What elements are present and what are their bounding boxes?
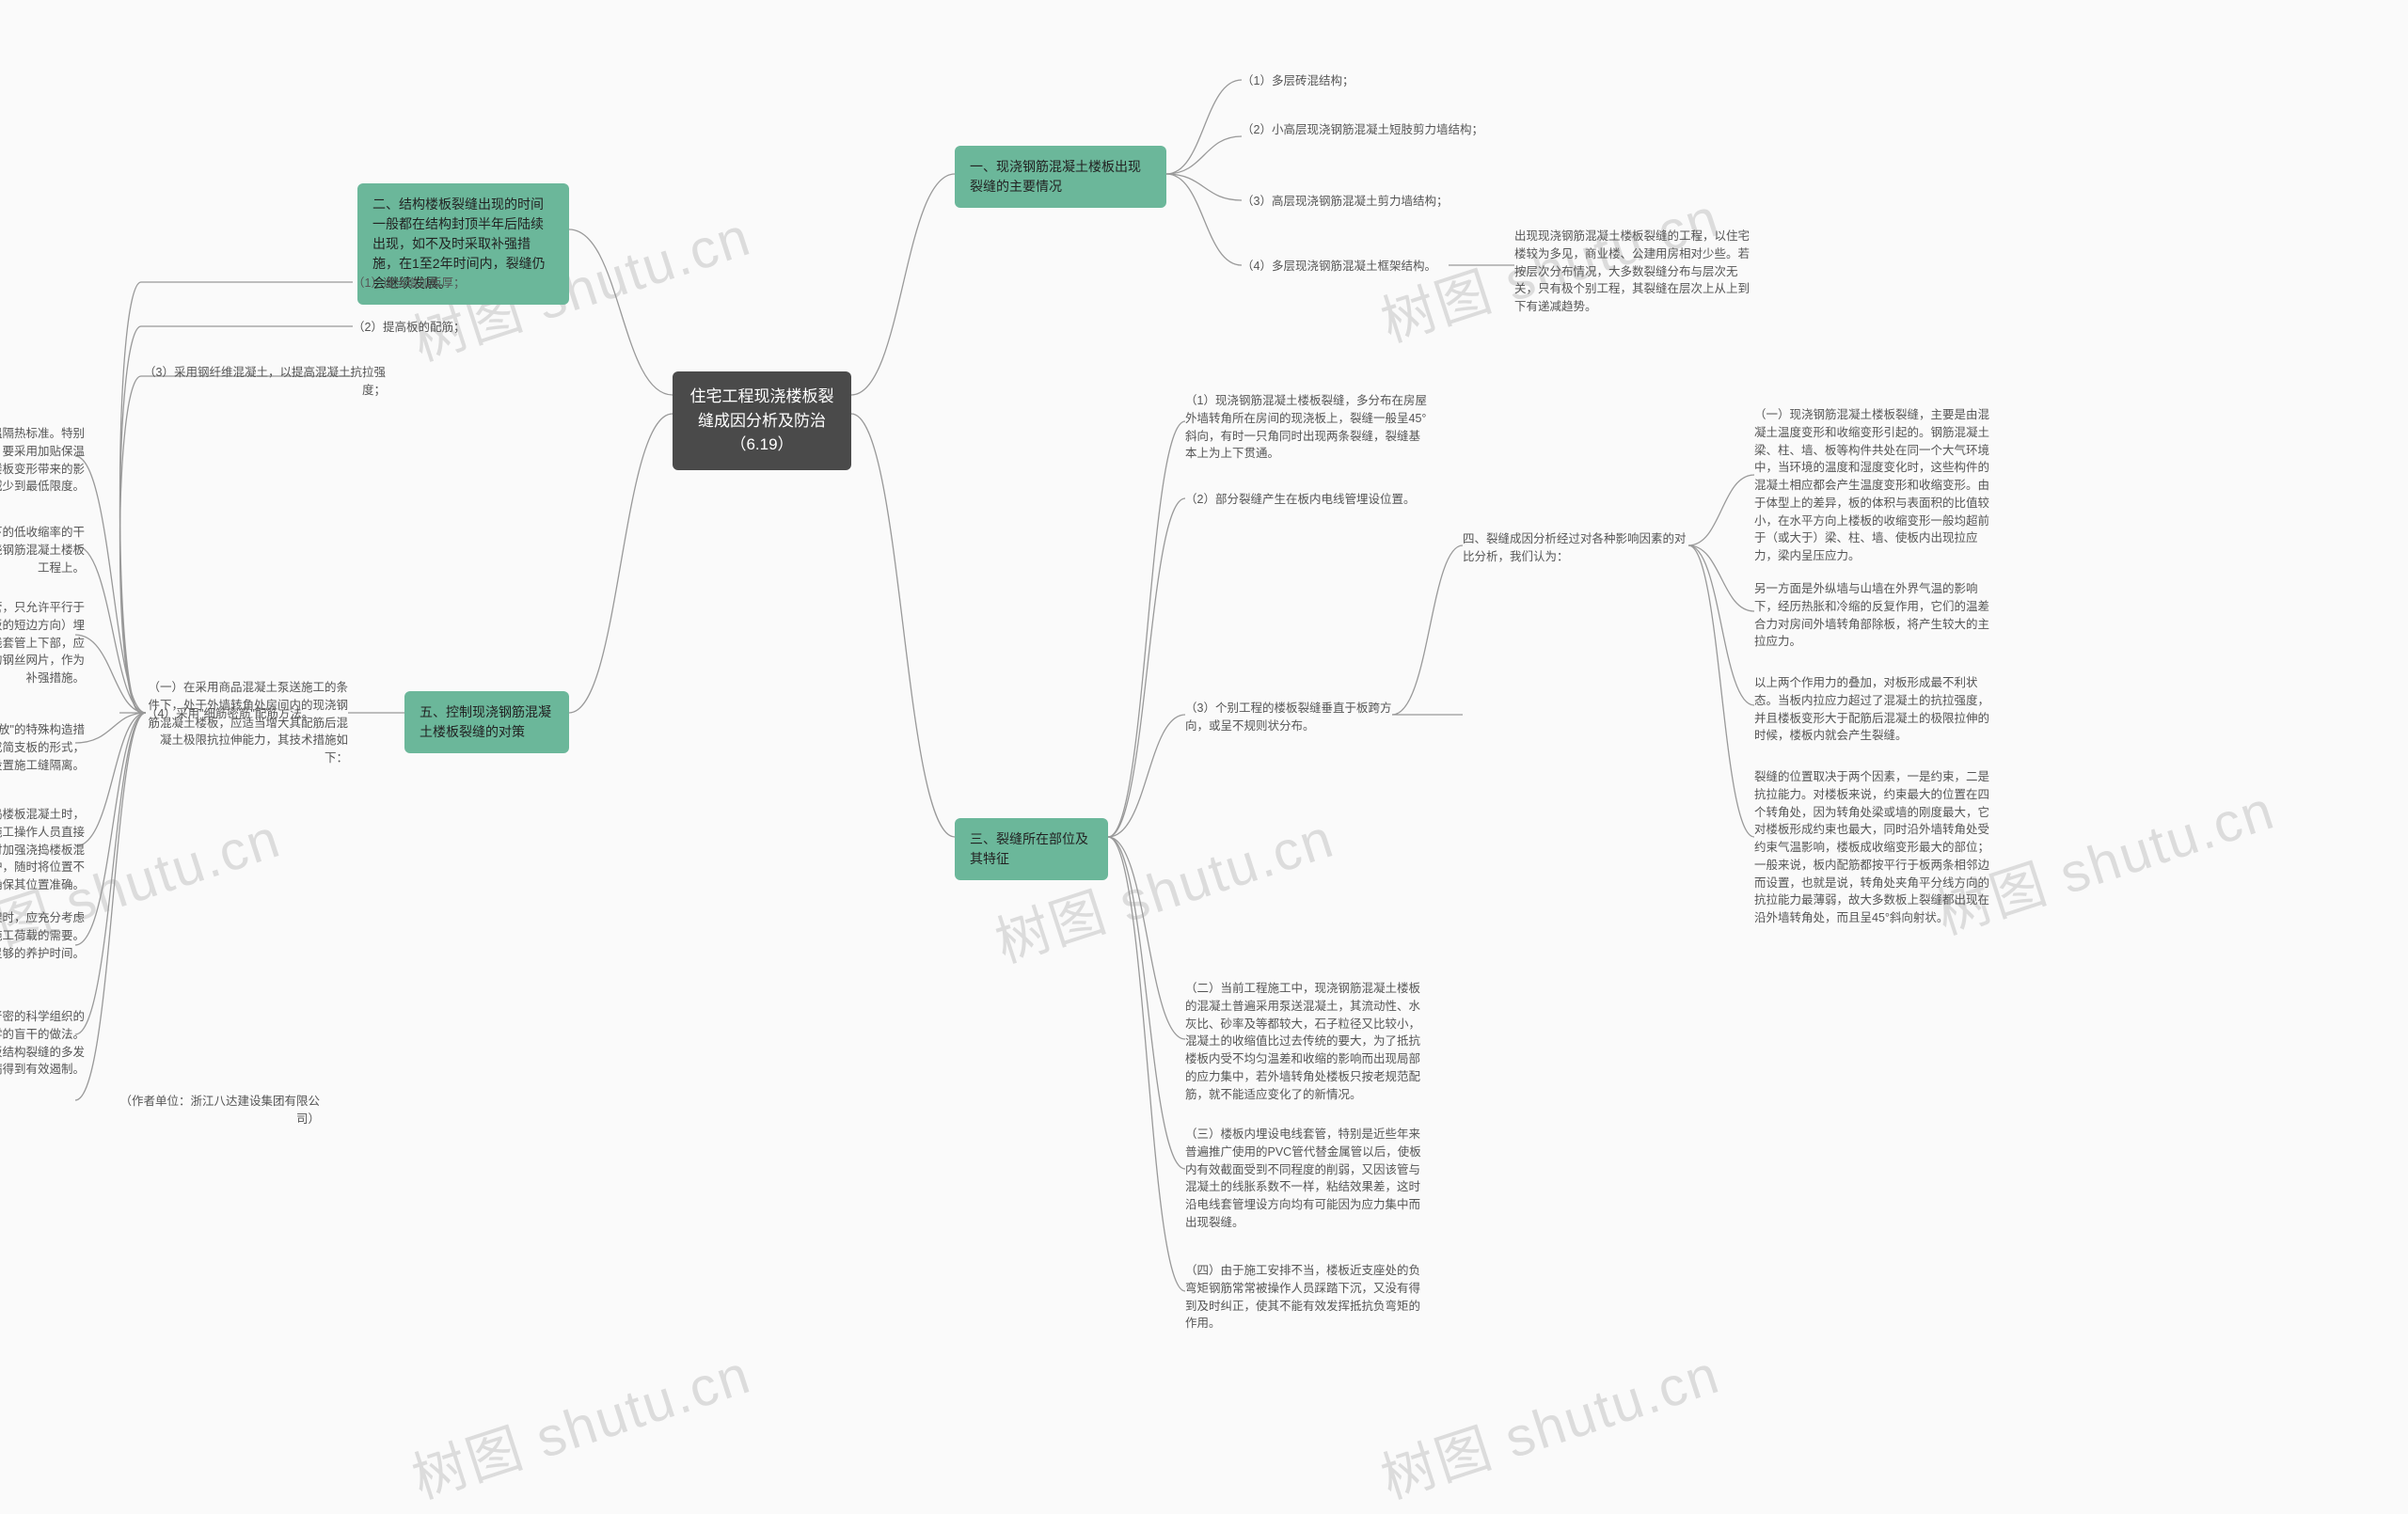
watermark: 树图 shutu.cn [1370,1330,1728,1513]
root-node: 住宅工程现浇楼板裂缝成因分析及防治（6.19） [673,371,851,470]
b3-c4-p2: 另一方面是外纵墙与山墙在外界气温的影响下，经历热胀和冷缩的反复作用，它们的温差合… [1754,578,1999,653]
b5-m4-s1: （二）提高部分外墙的保温隔热标准。特别是对外墙转角处的里墙面，要采用加贴保温隔热… [0,423,85,497]
b5-author: （作者单位：浙江八达建设集团有限公司） [103,1091,320,1130]
b3-c6: （三）楼板内埋设电线套管，特别是近些年来普遍推广使用的PVC管代替金属管以后，使… [1185,1124,1430,1234]
b5-m1: （1）适当增加板厚； [353,273,513,294]
b1-c4: （4）多层现浇钢筋混凝土框架结构。 [1242,256,1449,277]
b5-m2: （2）提高板的配筋； [353,317,513,339]
b1-c1: （1）多层砖混结构； [1242,71,1430,92]
watermark: 树图 shutu.cn [401,1330,759,1513]
b5-m4-s4: （五）有条件的不妨采用"放"的特殊构造措施。例如：可将端跨设计成简支板的形式，即… [0,719,85,776]
b5-m4-s7: （八）施工进度应建立在严密的科学组织的基础上，坚决摒弃违反科学的盲干的做法。只有… [0,1006,85,1080]
b5-m3: （3）采用钢纤维混凝土，以提高混凝土抗拉强度； [141,362,386,402]
branch-5: 五、控制现浇钢筋混凝土楼板裂缝的对策 [404,691,569,753]
b5-m4: （4）采用"细筋密筋"配筋方法。 [146,703,334,725]
b3-c5: （二）当前工程施工中，现浇钢筋混凝土楼板的混凝土普遍采用泵送混凝土，其流动性、水… [1185,978,1430,1105]
b5-m4-s3: （四）楼板内PVC电线套管，只允许平行于楼板受力方向（或双向板的短边方向）埋设；… [0,597,85,689]
b3-c3: （3）个别工程的楼板裂缝垂直于板跨方向，或呈不规则状分布。 [1185,698,1392,737]
b3-c4-intro: 四、裂缝成因分析经过对各种影响因素的对比分析，我们认为： [1463,528,1688,568]
b5-m4-s5: （六）严格施工管理。浇捣楼板混凝土时，必须铺设操作平台，防止施工操作人员直接踩踏… [0,804,85,896]
b1-c4-note: 出现现浇钢筋混凝土楼板裂缝的工程，以住宅楼较为多见，商业楼、公建用房相对少些。若… [1514,226,1754,318]
b5-m4-s6: （七）设计楼板底模及支架时，应充分考虑能够满足承受各种可能的施工荷载的需要。混凝… [0,907,85,964]
b5-m4-s2: （三）研究开发泵送条件下的低收缩率的干硬性混凝土，专门用在现浇钢筋混凝土楼板工程… [0,522,85,578]
b3-c4-p1: （一）现浇钢筋混凝土楼板裂缝，主要是由混凝土温度变形和收缩变形引起的。钢筋混凝土… [1754,404,1999,567]
b3-c4-p3: 以上两个作用力的叠加，对板形成最不利状态。当板内拉应力超过了混凝土的抗拉强度，并… [1754,672,1999,747]
b3-c2: （2）部分裂缝产生在板内电线管埋设位置。 [1185,489,1420,511]
b1-c3: （3）高层现浇钢筋混凝土剪力墙结构； [1242,191,1477,213]
b3-c1: （1）现浇钢筋混凝土楼板裂缝，多分布在房屋外墙转角所在房间的现浇板上，裂缝一般呈… [1185,390,1430,465]
b3-c4-p4: 裂缝的位置取决于两个因素，一是约束，二是抗拉能力。对楼板来说，约束最大的位置在四… [1754,766,1999,929]
branch-1: 一、现浇钢筋混凝土楼板出现裂缝的主要情况 [955,146,1166,208]
b3-c7: （四）由于施工安排不当，楼板近支座处的负弯矩钢筋常常被操作人员踩踏下沉，又没有得… [1185,1260,1430,1334]
branch-3: 三、裂缝所在部位及其特征 [955,818,1108,880]
b1-c2: （2）小高层现浇钢筋混凝土短肢剪力墙结构； [1242,119,1486,141]
